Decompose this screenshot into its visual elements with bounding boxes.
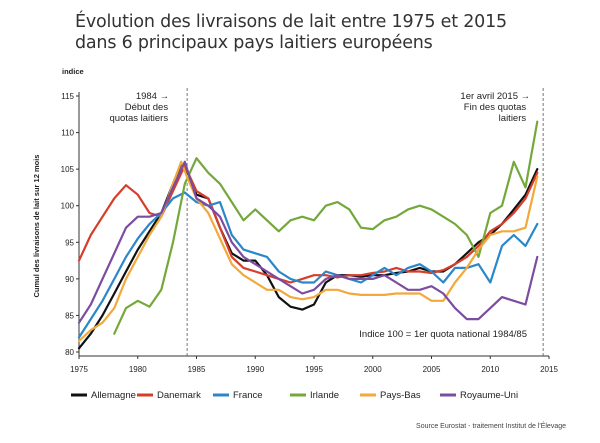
y-tick-label: 95 [65, 238, 74, 247]
annotation-quota-start-year: 1984 → [136, 91, 169, 102]
legend-label: Royaume-Uni [460, 390, 518, 401]
annotation-index-note: Indice 100 = 1er quota national 1984/85 [359, 329, 527, 340]
series-line-irlande [113, 120, 539, 335]
series-line-france [77, 191, 539, 339]
legend-label: Pays-Bas [380, 390, 421, 401]
annotation-quota-end-title: 1er avril 2015 → [460, 91, 530, 102]
x-tick-label: 1975 [70, 365, 88, 374]
x-tick-label: 1980 [129, 365, 147, 374]
chart-title-line2: dans 6 principaux pays laitiers européen… [75, 33, 433, 53]
x-tick-label: 1995 [305, 365, 323, 374]
chart-title-line1: Évolution des livraisons de lait entre 1… [75, 12, 507, 32]
annotation-quota-start-text1: Début des [125, 102, 169, 113]
y-axis-unit-label: indice [62, 67, 84, 76]
legend-label: Irlande [310, 390, 339, 401]
annotation-quota-end-text1: Fin des quotas [464, 102, 527, 113]
x-tick-label: 2015 [540, 365, 558, 374]
y-tick-label: 80 [65, 348, 74, 357]
y-axis-label: Cumul des livraisons de lait sur 12 mois [32, 155, 41, 298]
x-tick-label: 2010 [481, 365, 499, 374]
legend-label: Allemagne [91, 390, 136, 401]
y-tick-label: 115 [61, 92, 74, 101]
x-tick-label: 1985 [188, 365, 206, 374]
x-tick-label: 2000 [364, 365, 382, 374]
y-tick-label: 105 [61, 165, 75, 174]
series-line-pays-bas [77, 160, 539, 343]
annotation-quota-end-text2: laitiers [499, 113, 527, 124]
series-line-royaume-uni [77, 160, 539, 324]
annotation-quota-start-text2: quotas laitiers [109, 113, 168, 124]
x-tick-label: 2005 [423, 365, 441, 374]
legend-label: Danemark [157, 390, 201, 401]
y-tick-label: 90 [65, 275, 74, 284]
x-tick-label: 1990 [246, 365, 264, 374]
y-tick-label: 85 [65, 311, 74, 320]
legend-label: France [233, 390, 263, 401]
source-note: Source Eurostat - traitement Institut de… [416, 423, 566, 430]
chart-title: Évolution des livraisons de lait entre 1… [75, 12, 507, 54]
y-tick-label: 110 [61, 129, 74, 138]
y-tick-label: 100 [61, 202, 75, 211]
